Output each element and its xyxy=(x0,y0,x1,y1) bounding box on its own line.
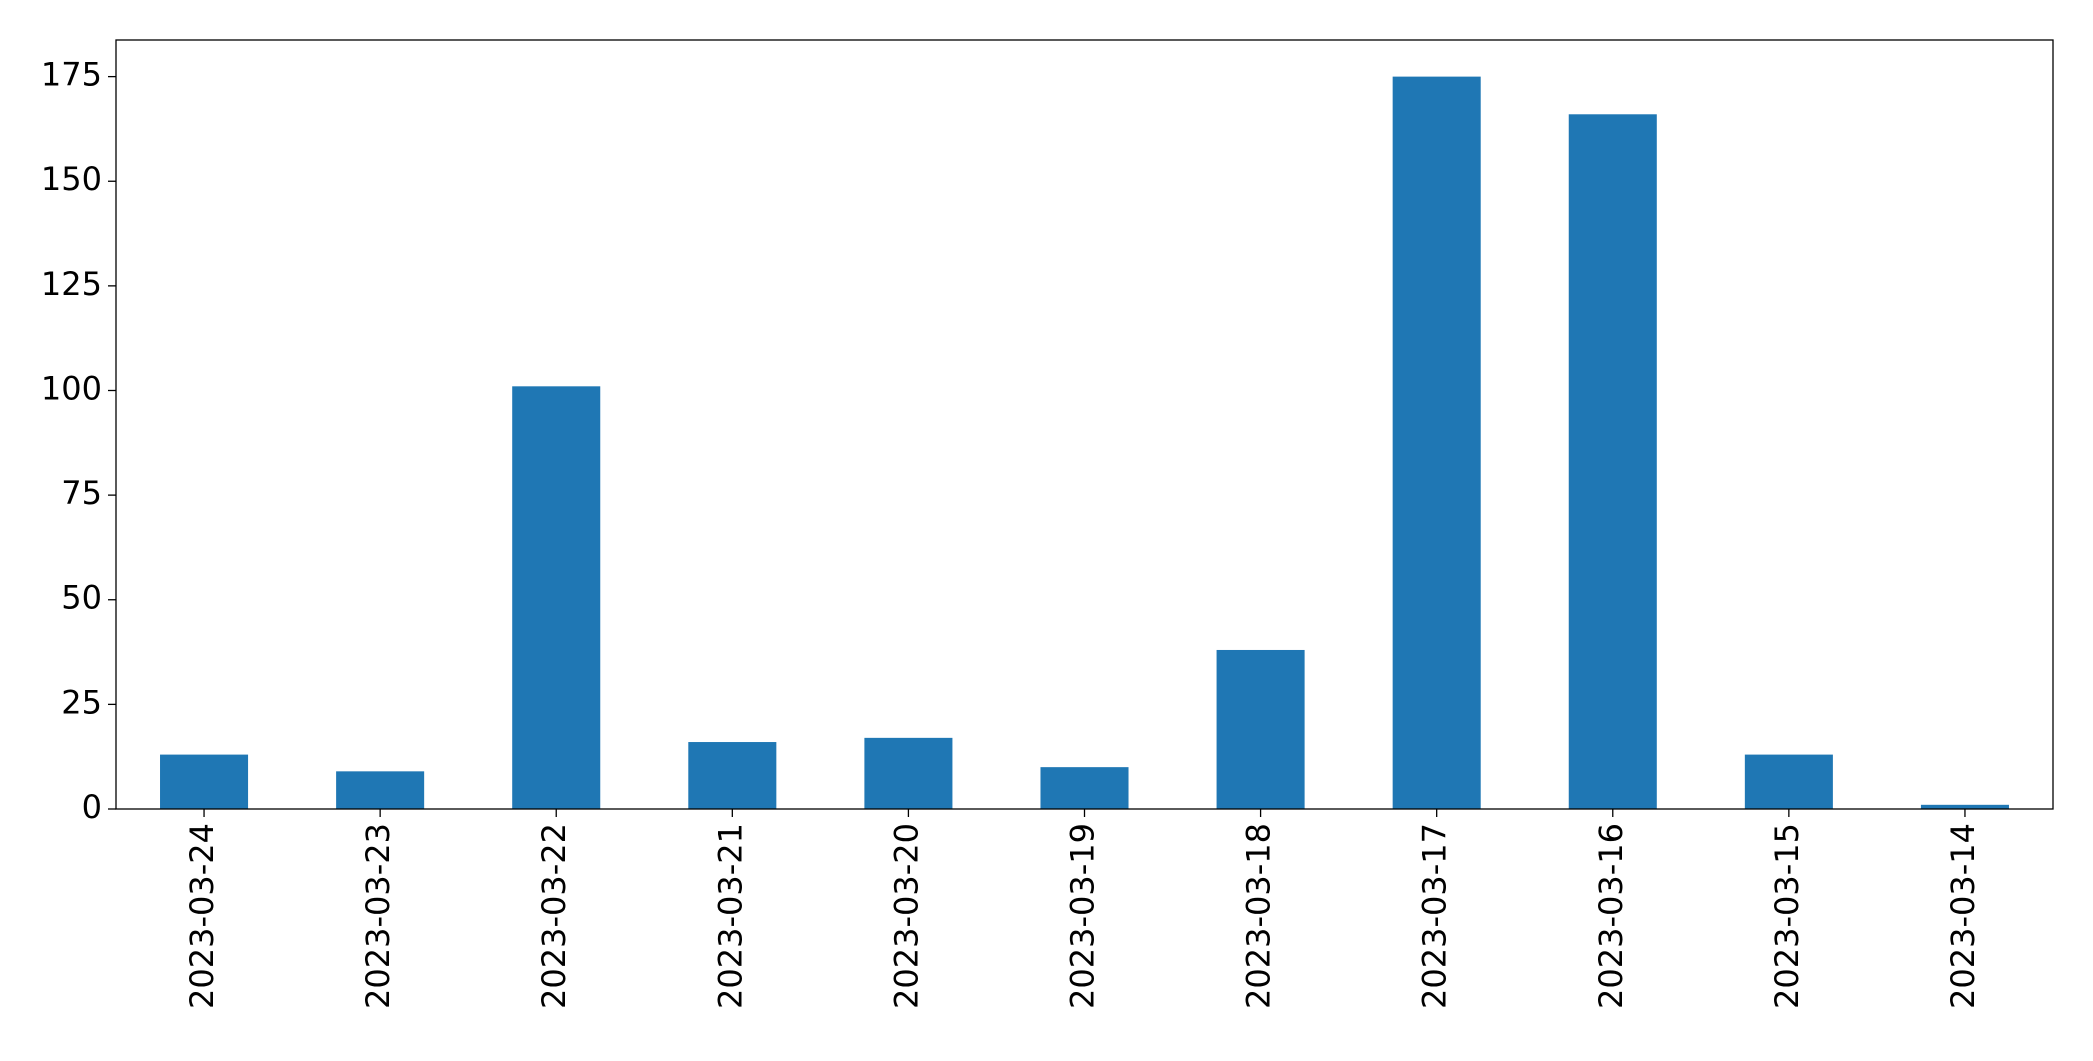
axes-frame xyxy=(115,39,2054,810)
y-tick-label: 0 xyxy=(82,788,102,826)
y-tick-label: 125 xyxy=(41,265,102,303)
x-tick-label: 2023-03-15 xyxy=(1768,823,1806,1009)
x-tick-label: 2023-03-16 xyxy=(1592,823,1630,1009)
bar xyxy=(1392,76,1481,810)
bar xyxy=(336,771,425,809)
y-tick-label: 50 xyxy=(61,579,102,617)
bar xyxy=(688,742,777,809)
x-tick-label: 2023-03-14 xyxy=(1944,823,1982,1009)
y-tick-label: 25 xyxy=(61,683,102,721)
bar xyxy=(1568,114,1657,809)
x-tick-label: 2023-03-21 xyxy=(711,823,749,1009)
bar xyxy=(1744,754,1833,809)
x-tick-label: 2023-03-18 xyxy=(1240,823,1278,1009)
bar xyxy=(512,386,601,809)
y-tick-label: 150 xyxy=(41,160,102,198)
bar xyxy=(1040,767,1129,809)
x-tick-label: 2023-03-19 xyxy=(1064,823,1102,1009)
y-tick-label: 100 xyxy=(41,369,102,407)
bar xyxy=(1216,649,1305,809)
x-tick-label: 2023-03-24 xyxy=(183,823,221,1009)
bar xyxy=(1920,804,2009,809)
x-tick-label: 2023-03-23 xyxy=(359,823,397,1009)
y-tick-label: 75 xyxy=(61,474,102,512)
x-tick-label: 2023-03-22 xyxy=(535,823,573,1009)
bar xyxy=(864,737,953,809)
y-tick-label: 175 xyxy=(41,56,102,94)
x-tick-label: 2023-03-17 xyxy=(1416,823,1454,1009)
bar xyxy=(160,754,249,809)
x-tick-label: 2023-03-20 xyxy=(887,823,925,1009)
